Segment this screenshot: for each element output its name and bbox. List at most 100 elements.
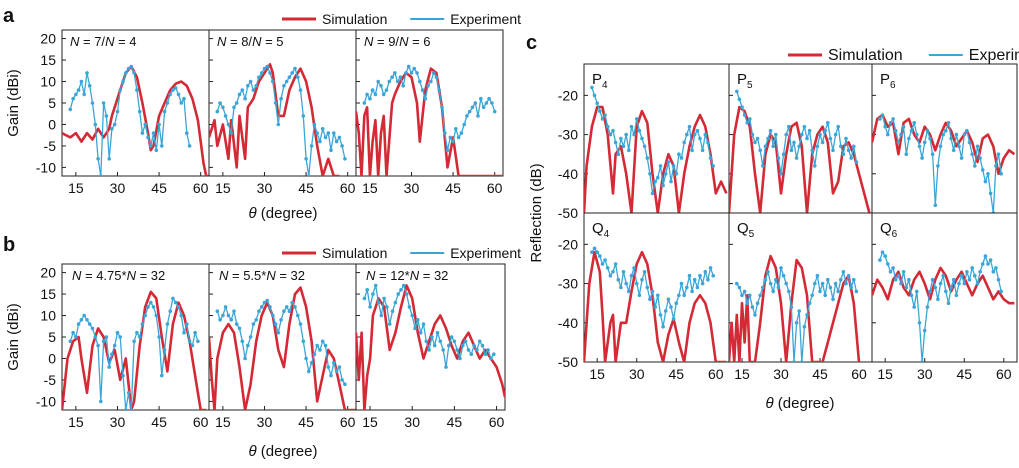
plot-area: [209, 63, 347, 176]
panel-label: P5: [737, 71, 753, 91]
simulation-line: [872, 266, 1015, 305]
figure-label-a: a: [3, 5, 15, 27]
experiment-point: [944, 128, 948, 133]
experiment-point: [933, 203, 938, 207]
experiment-point: [179, 101, 184, 105]
experiment-point: [479, 96, 483, 101]
y-tick-label: 0: [48, 350, 56, 366]
experiment-point: [959, 273, 964, 278]
y-tick-label: -30: [558, 276, 578, 292]
experiment-point: [787, 289, 791, 294]
experiment-point: [748, 293, 752, 298]
x-tick-label: 15: [589, 366, 605, 382]
experiment-point: [273, 101, 278, 105]
experiment-point: [215, 309, 220, 314]
experiment-point: [669, 305, 673, 309]
experiment-point: [112, 122, 117, 127]
y-tick-label: -5: [44, 138, 57, 154]
experiment-point: [434, 75, 439, 79]
experiment-point: [637, 293, 642, 298]
experiment-point: [854, 289, 859, 294]
experiment-point: [315, 343, 320, 348]
experiment-point: [447, 343, 451, 348]
experiment-point: [438, 339, 443, 344]
simulation-line: [356, 284, 505, 410]
experiment-point: [196, 339, 200, 344]
experiment-point: [820, 281, 825, 286]
experiment-point: [445, 148, 450, 152]
experiment-point: [76, 88, 81, 92]
experiment-point: [370, 88, 375, 92]
experiment-point: [296, 313, 300, 318]
experiment-point: [750, 132, 755, 137]
experiment-point: [944, 289, 948, 294]
experiment-point: [71, 96, 75, 101]
y-tick-label: -5: [44, 372, 57, 388]
experiment-point: [135, 88, 139, 92]
experiment-point: [326, 365, 331, 369]
x-tick-label: 45: [298, 414, 314, 430]
y-tick-label: -10: [36, 159, 56, 175]
experiment-point: [376, 300, 381, 305]
experiment-point: [93, 335, 98, 339]
experiment-point: [307, 369, 311, 374]
experiment-point: [132, 339, 136, 344]
y-axis-title-b: Gain (dBi): [5, 303, 22, 371]
experiment-point: [223, 114, 228, 118]
experiment-point: [907, 277, 911, 282]
experiment-point: [480, 343, 485, 348]
x-tick-label: 45: [298, 180, 314, 196]
experiment-point: [789, 148, 794, 153]
experiment-point: [246, 84, 250, 88]
experiment-point: [996, 152, 1001, 156]
experiment-point: [737, 97, 742, 102]
experiment-point: [781, 152, 786, 156]
experiment-point: [831, 148, 835, 153]
experiment-point: [101, 339, 106, 344]
experiment-point: [157, 335, 161, 339]
experiment-point: [455, 348, 460, 352]
experiment-point: [784, 281, 788, 286]
experiment-point: [379, 313, 384, 318]
experiment-point: [946, 121, 951, 125]
experiment-point: [486, 348, 490, 352]
experiment-point: [941, 132, 945, 137]
experiment-point: [343, 382, 347, 387]
experiment-point: [334, 139, 339, 144]
experiment-point: [240, 88, 245, 92]
experiment-point: [87, 322, 92, 326]
experiment-point: [332, 361, 336, 365]
experiment-point: [129, 408, 134, 410]
x-tick-label: 15: [734, 366, 750, 382]
experiment-point: [226, 313, 231, 318]
experiment-point: [146, 135, 150, 140]
experiment-point: [616, 152, 621, 156]
experiment-point: [82, 92, 86, 97]
experiment-point: [418, 79, 422, 84]
experiment-point: [215, 109, 220, 114]
experiment-point: [234, 322, 239, 326]
experiment-point: [173, 300, 178, 305]
experiment-point: [700, 148, 705, 153]
experiment-line: [69, 65, 191, 176]
experiment-point: [703, 270, 708, 274]
experiment-point: [262, 300, 267, 305]
experiment-point: [309, 361, 314, 365]
experiment-point: [257, 75, 261, 79]
experiment-point: [76, 322, 81, 326]
experiment-point: [160, 373, 164, 378]
experiment-point: [407, 305, 412, 309]
experiment-point: [742, 113, 747, 117]
experiment-point: [193, 330, 197, 335]
panel-frame: [208, 263, 357, 411]
experiment-point: [896, 140, 901, 145]
x-tick-label: 15: [362, 180, 378, 196]
experiment-point: [451, 139, 455, 144]
experiment-point: [666, 297, 671, 302]
experiment-point: [173, 86, 178, 90]
experiment-point: [82, 313, 86, 318]
experiment-point: [182, 96, 186, 101]
simulation-line: [729, 105, 871, 213]
experiment-point: [154, 148, 159, 152]
